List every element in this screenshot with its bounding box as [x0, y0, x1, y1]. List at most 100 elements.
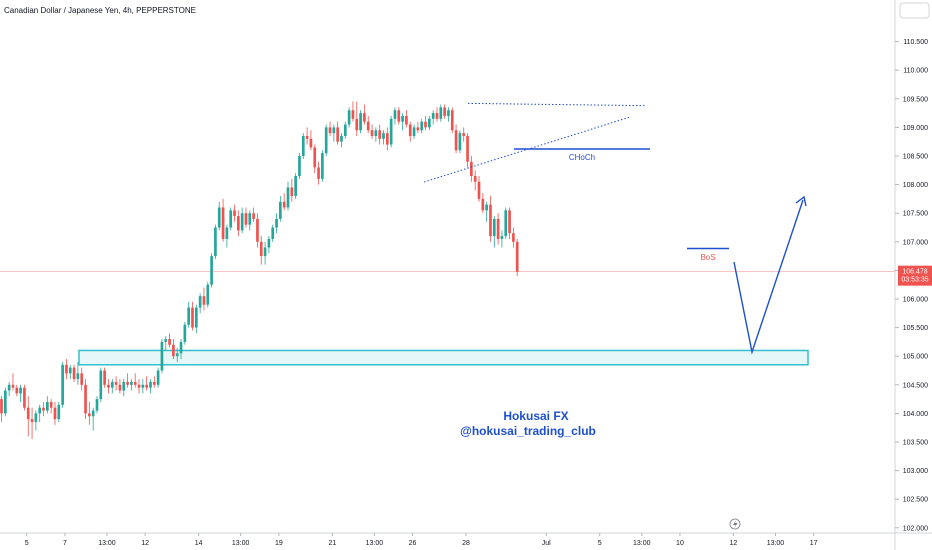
- candle[interactable]: [309, 130, 313, 151]
- candle[interactable]: [374, 127, 378, 142]
- candle[interactable]: [496, 213, 500, 245]
- candle[interactable]: [237, 210, 240, 237]
- candle[interactable]: [286, 181, 290, 211]
- candle[interactable]: [194, 304, 198, 334]
- candle[interactable]: [408, 121, 412, 142]
- candle[interactable]: [49, 399, 53, 414]
- ascending-trendline[interactable]: [423, 116, 631, 183]
- candle[interactable]: [298, 153, 301, 179]
- candle[interactable]: [263, 241, 267, 265]
- candle[interactable]: [294, 173, 297, 199]
- candle[interactable]: [118, 379, 122, 394]
- candle[interactable]: [485, 201, 488, 222]
- candle[interactable]: [126, 373, 129, 388]
- candle[interactable]: [172, 339, 175, 360]
- candle[interactable]: [240, 207, 244, 234]
- candle[interactable]: [179, 339, 183, 360]
- candle[interactable]: [206, 281, 210, 308]
- candle[interactable]: [508, 207, 511, 239]
- candle[interactable]: [282, 193, 286, 211]
- candle[interactable]: [343, 121, 347, 139]
- candle[interactable]: [65, 359, 68, 380]
- time-axis[interactable]: 5 7 13:00 12 14 13:00 19 21 13:00 26 28 Jul 5 13:00 10…: [25, 533, 818, 547]
- candle[interactable]: [393, 107, 397, 125]
- candle[interactable]: [328, 121, 332, 136]
- candle[interactable]: [504, 207, 508, 239]
- candle[interactable]: [363, 104, 366, 125]
- candle[interactable]: [110, 379, 114, 394]
- candle[interactable]: [3, 387, 7, 417]
- candle[interactable]: [462, 127, 466, 142]
- candle[interactable]: [336, 121, 339, 145]
- candle[interactable]: [389, 115, 393, 148]
- candle[interactable]: [382, 130, 385, 145]
- candles[interactable]: [0, 101, 519, 440]
- candle[interactable]: [122, 379, 126, 397]
- candle[interactable]: [141, 379, 145, 394]
- candle[interactable]: [370, 124, 374, 139]
- candle[interactable]: [76, 361, 80, 385]
- candle[interactable]: [416, 121, 420, 134]
- candle[interactable]: [428, 115, 431, 131]
- demand-zone[interactable]: [78, 349, 809, 366]
- candle[interactable]: [34, 410, 38, 431]
- candle[interactable]: [271, 224, 275, 242]
- resistance-dotted-line[interactable]: [467, 102, 646, 107]
- candle[interactable]: [378, 124, 382, 145]
- candle[interactable]: [473, 170, 477, 191]
- candle[interactable]: [19, 384, 22, 402]
- candle[interactable]: [340, 133, 343, 148]
- candle[interactable]: [279, 196, 282, 222]
- candle[interactable]: [68, 364, 72, 380]
- candle[interactable]: [214, 224, 217, 259]
- candle[interactable]: [26, 396, 30, 437]
- candle[interactable]: [183, 321, 187, 345]
- candle[interactable]: [500, 230, 504, 248]
- candle[interactable]: [397, 107, 401, 125]
- candle[interactable]: [347, 107, 351, 128]
- candle[interactable]: [0, 396, 3, 422]
- chart-settings-button[interactable]: [899, 2, 930, 19]
- candle[interactable]: [439, 104, 443, 122]
- candle[interactable]: [450, 107, 454, 134]
- candle[interactable]: [217, 201, 221, 231]
- candle[interactable]: [351, 101, 355, 122]
- candle[interactable]: [470, 156, 473, 182]
- candle[interactable]: [175, 347, 179, 362]
- candle[interactable]: [435, 107, 439, 122]
- candle[interactable]: [210, 253, 213, 288]
- candle[interactable]: [321, 150, 324, 182]
- candle[interactable]: [84, 379, 87, 420]
- candle[interactable]: [53, 401, 57, 425]
- candle[interactable]: [233, 204, 236, 222]
- candle[interactable]: [489, 196, 492, 242]
- candle[interactable]: [137, 379, 141, 394]
- candle[interactable]: [366, 115, 370, 134]
- candle[interactable]: [225, 224, 229, 248]
- candle[interactable]: [313, 144, 317, 174]
- candle[interactable]: [359, 110, 362, 134]
- candle[interactable]: [244, 207, 248, 228]
- candle[interactable]: [107, 379, 110, 394]
- candle[interactable]: [259, 236, 263, 265]
- candle[interactable]: [133, 373, 137, 388]
- candle[interactable]: [290, 178, 294, 202]
- candle[interactable]: [88, 401, 91, 425]
- candle[interactable]: [317, 161, 320, 185]
- candle[interactable]: [447, 107, 450, 122]
- candle[interactable]: [229, 207, 233, 231]
- lightning-icon[interactable]: [729, 518, 741, 530]
- candle[interactable]: [149, 379, 152, 394]
- candle[interactable]: [305, 127, 309, 145]
- candle[interactable]: [46, 396, 49, 414]
- candle[interactable]: [57, 401, 61, 422]
- candle[interactable]: [168, 333, 171, 348]
- candle[interactable]: [267, 236, 271, 254]
- candle[interactable]: [275, 213, 278, 234]
- candle[interactable]: [477, 176, 481, 202]
- candle[interactable]: [103, 367, 106, 388]
- candle[interactable]: [332, 124, 336, 142]
- candle[interactable]: [72, 364, 76, 382]
- candle[interactable]: [38, 404, 42, 422]
- candle[interactable]: [156, 367, 160, 388]
